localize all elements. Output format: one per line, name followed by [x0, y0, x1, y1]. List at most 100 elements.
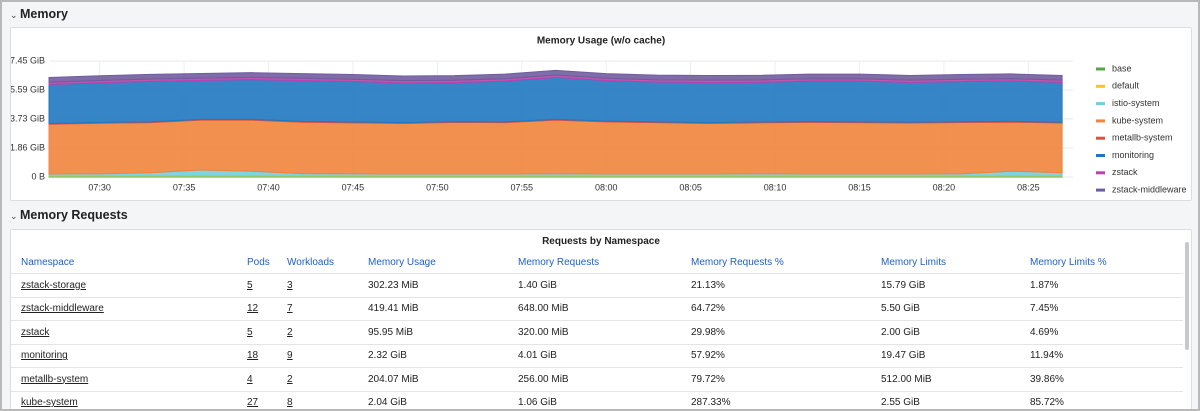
legend-item[interactable]: base	[1096, 63, 1132, 73]
cell-text: 95.95 MiB	[368, 326, 414, 338]
cell-text: 39.86%	[1030, 373, 1064, 385]
row-header[interactable]: ⌄ Memory Requests	[10, 208, 128, 222]
cell-text: 11.94%	[1030, 350, 1064, 362]
table-cell: 15.79 GiB	[871, 273, 1020, 298]
cell-text: 15.79 GiB	[881, 279, 926, 291]
legend-label: kube-system	[1112, 115, 1163, 125]
table-cell: 19.47 GiB	[871, 344, 1020, 368]
cell-link[interactable]: 27	[247, 397, 259, 409]
cell-text: 256.00 MiB	[518, 373, 569, 385]
table-cell: 2	[277, 320, 358, 345]
cell-text: 1.87%	[1030, 279, 1059, 291]
cell-text: 302.23 MiB	[368, 279, 419, 291]
cell-link[interactable]: 5	[247, 279, 253, 291]
scrollbar[interactable]	[1185, 242, 1189, 350]
cell-link[interactable]: kube-system	[21, 397, 78, 409]
legend-item[interactable]: zstack-middleware	[1096, 184, 1187, 194]
table-cell: metallb-system	[11, 367, 237, 392]
legend-swatch	[1096, 84, 1105, 88]
table-row: zstack-storage 5 3 302.23 MiB 1.40 GiB 21.13%…	[11, 273, 1183, 298]
cell-link[interactable]: zstack-middleware	[21, 303, 104, 315]
cell-link[interactable]: 7	[287, 303, 293, 315]
legend-swatch	[1096, 154, 1105, 157]
cell-text: 512.00 MiB	[881, 373, 932, 385]
table-cell: 302.23 MiB	[358, 273, 508, 298]
legend-label: istio-system	[1112, 98, 1160, 108]
legend-label: zstack	[1112, 167, 1138, 177]
cell-link[interactable]: 2	[287, 373, 293, 385]
cell-link[interactable]: zstack-storage	[21, 279, 87, 291]
table-cell: zstack	[11, 320, 237, 345]
table-cell: 11.94%	[1020, 344, 1183, 368]
area	[48, 119, 1063, 175]
row-title[interactable]: Memory	[20, 7, 68, 21]
column-header[interactable]: Memory Limits %	[1020, 252, 1183, 274]
cell-text: 2.32 GiB	[368, 350, 407, 362]
legend-label: zstack-middleware	[1112, 184, 1187, 194]
x-tick-label: 08:05	[679, 182, 702, 192]
table-cell: 7.45%	[1020, 297, 1183, 321]
cell-link[interactable]: 5	[247, 326, 253, 338]
table-row: zstack-middleware 12 7 419.41 MiB 648.00 MiB…	[11, 297, 1183, 321]
cell-text: 1.40 GiB	[518, 279, 557, 291]
cell-link[interactable]: metallb-system	[21, 373, 89, 385]
table-cell: 21.13%	[681, 273, 871, 298]
x-tick-label: 08:15	[848, 182, 871, 192]
row-header[interactable]: ⌄ Memory	[10, 7, 68, 21]
x-tick-label: 07:45	[342, 182, 365, 192]
table-cell: monitoring	[11, 344, 237, 368]
legend-item[interactable]: istio-system	[1096, 98, 1160, 108]
table-cell: 512.00 MiB	[871, 367, 1020, 392]
table-cell: 8	[277, 391, 358, 409]
legend-item[interactable]: kube-system	[1096, 115, 1163, 125]
cell-link[interactable]: 12	[247, 303, 259, 315]
table-cell: 2	[277, 367, 358, 392]
cell-link[interactable]: 8	[287, 397, 293, 409]
legend-item[interactable]: zstack	[1096, 167, 1138, 177]
area	[48, 76, 1063, 124]
cell-link[interactable]: 3	[287, 279, 293, 291]
table-cell: 5.50 GiB	[871, 297, 1020, 321]
y-tick-label: 1.86 GiB	[11, 142, 45, 152]
panel-title: Requests by Namespace	[542, 236, 660, 247]
cell-text: 85.72%	[1030, 397, 1064, 409]
column-header[interactable]: Memory Requests %	[681, 252, 871, 274]
row-title[interactable]: Memory Requests	[20, 208, 128, 222]
table-panel: Requests by Namespace Namespace Pods Workl…	[10, 229, 1192, 409]
cell-text: 648.00 MiB	[518, 303, 569, 315]
column-header[interactable]: Namespace	[11, 252, 237, 274]
table-cell: 57.92%	[681, 344, 871, 368]
legend-item[interactable]: metallb-system	[1096, 133, 1173, 143]
table-row: kube-system 27 8 2.04 GiB 1.06 GiB 287.33% 2.5…	[11, 391, 1183, 409]
cell-link[interactable]: 2	[287, 326, 293, 338]
table-cell: 39.86%	[1020, 367, 1183, 392]
table-cell: 2.32 GiB	[358, 344, 508, 368]
legend-swatch	[1096, 119, 1105, 123]
column-header[interactable]: Memory Usage	[358, 252, 508, 274]
legend-item[interactable]: default	[1096, 81, 1140, 91]
area	[48, 69, 1063, 83]
table-cell: 7	[277, 297, 358, 321]
cell-link[interactable]: 9	[287, 350, 293, 362]
cell-link[interactable]: zstack	[21, 326, 50, 338]
table-cell: 4.01 GiB	[508, 344, 681, 368]
legend-swatch	[1096, 102, 1105, 106]
column-header[interactable]: Pods	[237, 252, 277, 274]
table-cell: 12	[237, 297, 277, 321]
table-cell: zstack-middleware	[11, 297, 237, 321]
x-tick-label: 08:10	[764, 182, 787, 192]
x-tick-label: 08:25	[1017, 182, 1040, 192]
y-tick-label: 0 B	[31, 171, 45, 181]
legend-item[interactable]: monitoring	[1096, 150, 1154, 160]
cell-link[interactable]: monitoring	[21, 350, 68, 362]
column-header[interactable]: Memory Limits	[871, 252, 1020, 274]
table-cell: 1.06 GiB	[508, 391, 681, 409]
table-cell: 419.41 MiB	[358, 297, 508, 321]
column-header[interactable]: Memory Requests	[508, 252, 681, 274]
cell-link[interactable]: 4	[247, 373, 253, 385]
column-header[interactable]: Workloads	[277, 252, 358, 274]
table-cell: 2.04 GiB	[358, 391, 508, 409]
cell-link[interactable]: 18	[247, 350, 259, 362]
y-tick-label: 5.59 GiB	[11, 84, 45, 94]
